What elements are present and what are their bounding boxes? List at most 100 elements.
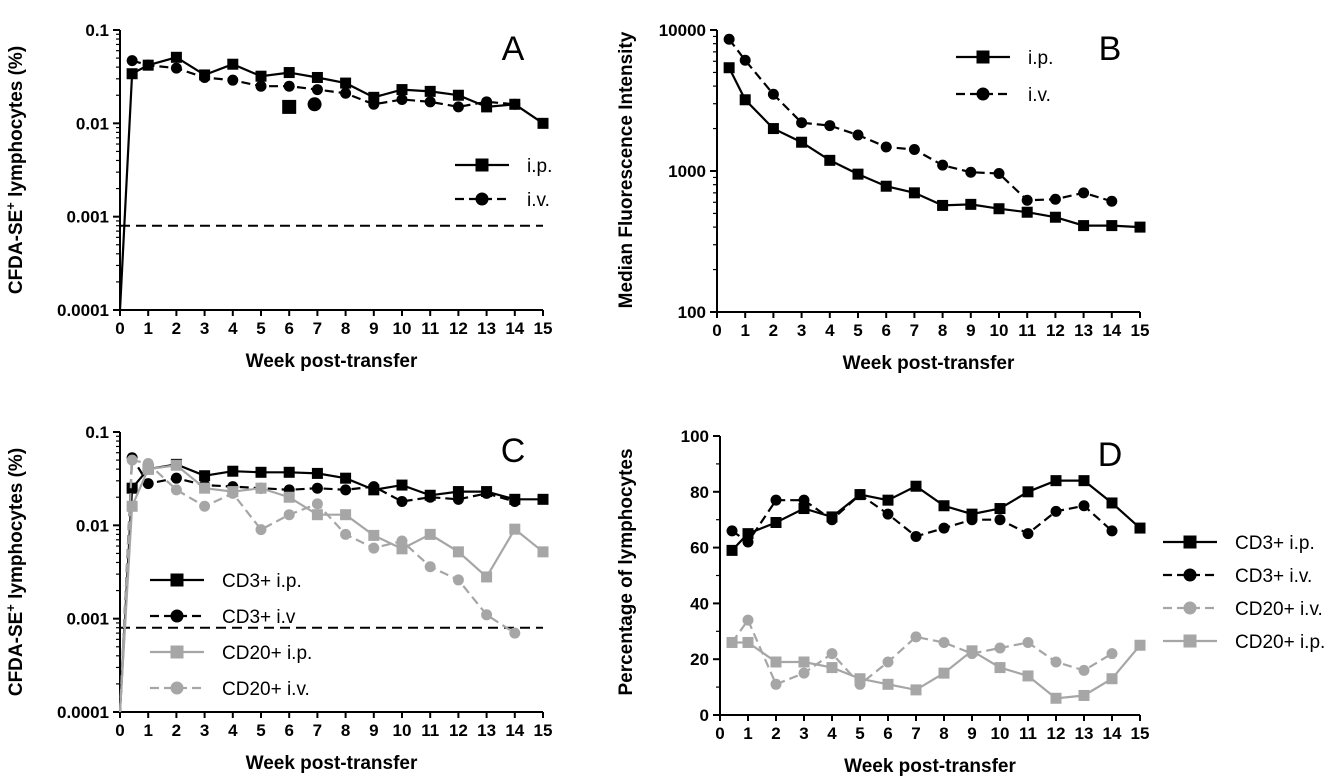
data-point xyxy=(368,481,380,493)
legend-label: i.v. xyxy=(1028,85,1051,106)
y-tick-label: 0.1 xyxy=(85,423,109,442)
data-point xyxy=(908,144,920,156)
y-tick-label: 100 xyxy=(681,427,709,446)
x-tick-label: 1 xyxy=(743,724,752,743)
data-point xyxy=(723,62,735,74)
data-point xyxy=(311,509,323,521)
data-point xyxy=(854,489,866,501)
data-point xyxy=(798,503,810,515)
data-point xyxy=(798,667,810,679)
data-point xyxy=(824,120,836,132)
data-point xyxy=(255,70,267,82)
data-point xyxy=(255,466,267,478)
data-point xyxy=(767,123,779,135)
data-point xyxy=(938,522,950,534)
x-tick-label: 4 xyxy=(827,724,837,743)
series-line xyxy=(728,67,1141,229)
x-tick-label: 0 xyxy=(115,721,124,740)
y-axis-title-superscript: + xyxy=(3,604,18,612)
x-tick-label: 4 xyxy=(228,721,238,740)
x-tick-label: 15 xyxy=(1131,321,1150,340)
legend-item: CD20+ i.p. xyxy=(150,643,312,664)
data-point xyxy=(340,87,352,99)
data-point xyxy=(199,71,211,83)
x-tick-label: 2 xyxy=(771,724,780,743)
series-line xyxy=(731,617,1113,686)
data-point xyxy=(481,487,493,499)
data-point xyxy=(880,180,892,192)
data-point xyxy=(311,482,323,494)
data-point xyxy=(994,662,1006,674)
data-point xyxy=(283,67,295,79)
data-point xyxy=(227,58,239,70)
data-point xyxy=(255,482,267,494)
legend-label: CD3+ i.p. xyxy=(1235,533,1315,554)
data-point xyxy=(283,491,295,503)
series-i-v- xyxy=(126,55,521,113)
series-line xyxy=(728,38,1113,203)
data-point xyxy=(1106,195,1118,207)
data-point xyxy=(126,482,138,494)
x-tick-label: 7 xyxy=(910,321,919,340)
x-tick-label: 6 xyxy=(284,319,293,338)
x-tick-label: 14 xyxy=(1102,321,1121,340)
outlier-point xyxy=(307,97,322,112)
x-tick-label: 3 xyxy=(799,724,808,743)
data-point xyxy=(965,198,977,210)
panel-label: C xyxy=(501,432,526,470)
x-tick-label: 6 xyxy=(881,321,890,340)
x-tick-label: 3 xyxy=(200,721,209,740)
x-tick-label: 5 xyxy=(256,721,265,740)
data-point xyxy=(1050,692,1062,704)
y-tick-label: 100 xyxy=(678,303,706,322)
y-axis-title: Median Fluorescence Intensity xyxy=(616,31,637,308)
legend-item: i.v. xyxy=(956,85,1051,106)
data-point xyxy=(368,542,380,554)
data-point xyxy=(452,101,464,113)
panel-c: 0 1 2 3 4 5 6 7 8 9 10 11 12 13 14 150.00010.0010.010.1… xyxy=(3,423,553,774)
data-point xyxy=(396,84,408,96)
x-tick-label: 11 xyxy=(1019,724,1037,743)
y-tick-label: 10000 xyxy=(659,21,706,40)
data-point xyxy=(742,636,754,648)
data-point xyxy=(170,62,182,74)
data-point xyxy=(311,498,323,510)
legend-label: i.p. xyxy=(527,156,552,177)
x-tick-label: 1 xyxy=(143,319,152,338)
data-point xyxy=(770,656,782,668)
x-tick-label: 0 xyxy=(712,321,721,340)
y-tick-label: 40 xyxy=(690,594,709,613)
data-point xyxy=(255,524,267,536)
y-axis-title: Percentage of lymphocytes xyxy=(616,448,637,695)
series-line xyxy=(118,454,516,713)
data-point xyxy=(126,500,138,512)
data-point xyxy=(770,678,782,690)
data-point xyxy=(142,59,154,71)
data-point xyxy=(283,509,295,521)
legend-label: i.p. xyxy=(1028,48,1053,69)
x-axis-title: Week post-transfer xyxy=(844,756,1016,777)
legend-label: CD3+ i.p. xyxy=(222,571,302,592)
data-point xyxy=(1049,211,1061,223)
data-point xyxy=(726,636,738,648)
data-point xyxy=(796,117,808,129)
legend-item: CD3+ i.v xyxy=(150,607,296,628)
data-point xyxy=(966,645,978,657)
data-point xyxy=(1050,656,1062,668)
data-point xyxy=(1078,689,1090,701)
legend-item: CD3+ i.p. xyxy=(150,571,302,592)
series-i-p- xyxy=(723,62,1146,233)
data-point xyxy=(798,494,810,506)
x-tick-label: 13 xyxy=(477,721,496,740)
data-point xyxy=(723,33,735,45)
series-line xyxy=(732,641,1141,700)
x-tick-label: 14 xyxy=(1103,724,1122,743)
legend-item: CD20+ i.p. xyxy=(1163,632,1325,653)
data-point xyxy=(1106,673,1118,685)
x-tick-label: 6 xyxy=(284,721,293,740)
data-point xyxy=(509,523,521,535)
data-point xyxy=(396,496,408,508)
panel-label: D xyxy=(1098,436,1123,474)
data-point xyxy=(396,543,408,555)
